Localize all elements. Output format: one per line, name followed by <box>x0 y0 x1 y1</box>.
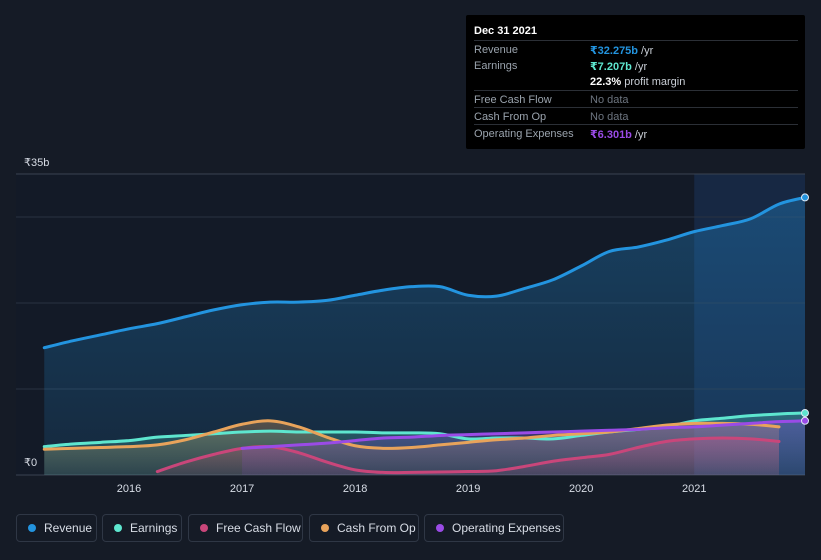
operating-expenses-unit: /yr <box>634 129 648 141</box>
x-axis-ticks: 2016 2017 2018 2019 2020 2021 <box>117 483 707 495</box>
tooltip-value: 22.3% profit margin <box>590 76 685 88</box>
data-tooltip: Dec 31 2021 Revenue ₹32.275b/yr Earnings… <box>466 15 805 149</box>
profit-margin-value: 22.3% <box>590 76 622 88</box>
revenue-unit: /yr <box>641 45 654 57</box>
x-tick-label: 2019 <box>456 483 480 495</box>
revenue-line <box>42 195 807 350</box>
legend-item-operating-expenses[interactable]: Operating Expenses <box>424 514 564 542</box>
legend-label: Free Cash Flow <box>216 521 301 535</box>
tooltip-value: No data <box>590 111 629 123</box>
legend-label: Operating Expenses <box>452 521 561 535</box>
operating-expenses-area <box>242 420 806 475</box>
tooltip-label: Earnings <box>474 60 518 72</box>
series-endpoints <box>801 193 809 425</box>
cash-from-op-legend-dot <box>321 524 329 532</box>
tooltip-row-cash-from-op: Cash From Op No data <box>474 107 798 124</box>
tooltip-value: ₹7.207b/yr <box>590 60 647 73</box>
tooltip-label: Free Cash Flow <box>474 94 552 106</box>
legend-label: Earnings <box>130 521 178 535</box>
y-tick-label-zero: ₹0 <box>24 457 38 469</box>
legend-item-earnings[interactable]: Earnings <box>102 514 182 542</box>
cash-from-op-value: No data <box>590 111 629 123</box>
revenue-legend-dot <box>28 524 36 532</box>
legend-item-revenue[interactable]: Revenue <box>16 514 97 542</box>
tooltip-date: Dec 31 2021 <box>474 25 537 37</box>
free-cash-flow-value: No data <box>590 94 629 106</box>
earnings-unit: /yr <box>634 61 648 73</box>
operating-expenses-endpoint <box>801 416 809 425</box>
cash-from-op-line <box>42 419 781 451</box>
operating-expenses-value: ₹6.301b <box>590 129 632 141</box>
tooltip-label: Cash From Op <box>474 111 547 123</box>
tooltip-row-revenue: Revenue ₹32.275b/yr <box>474 40 798 57</box>
legend-label: Revenue <box>44 521 93 535</box>
revenue-endpoint <box>801 193 809 202</box>
x-tick-label: 2017 <box>230 483 254 495</box>
tooltip-row-margin: 22.3% profit margin <box>474 73 798 89</box>
tooltip-value: No data <box>590 94 629 106</box>
earnings-endpoint <box>801 409 809 418</box>
tooltip-label: Revenue <box>474 44 519 56</box>
tooltip-row-earnings: Earnings ₹7.207b/yr <box>474 57 798 73</box>
revenue-value: ₹32.275b <box>590 45 639 57</box>
legend-item-free-cash-flow[interactable]: Free Cash Flow <box>188 514 303 542</box>
revenue-area <box>44 197 805 475</box>
tooltip-value: ₹32.275b/yr <box>590 44 653 57</box>
operating-expenses-line <box>240 419 807 450</box>
series-lines <box>42 195 807 475</box>
operating-expenses-legend-dot <box>436 524 444 532</box>
tooltip-row-free-cash-flow: Free Cash Flow No data <box>474 90 798 107</box>
legend-label: Cash From Op <box>337 521 416 535</box>
x-tick-label: 2018 <box>343 483 367 495</box>
earnings-legend-dot <box>114 524 122 532</box>
x-tick-label: 2020 <box>569 483 593 495</box>
tooltip-label: Operating Expenses <box>474 128 574 140</box>
legend-item-cash-from-op[interactable]: Cash From Op <box>309 514 419 542</box>
tooltip-row-operating-expenses: Operating Expenses ₹6.301b/yr <box>474 124 798 141</box>
y-tick-label-top: ₹35b <box>24 157 50 169</box>
series-areas <box>44 197 806 475</box>
x-tick-label: 2016 <box>117 483 141 495</box>
tooltip-value: ₹6.301b/yr <box>590 128 647 141</box>
free-cash-flow-legend-dot <box>200 524 208 532</box>
earnings-value: ₹7.207b <box>590 61 632 73</box>
x-tick-label: 2021 <box>682 483 706 495</box>
profit-margin-unit: profit margin <box>624 76 686 88</box>
